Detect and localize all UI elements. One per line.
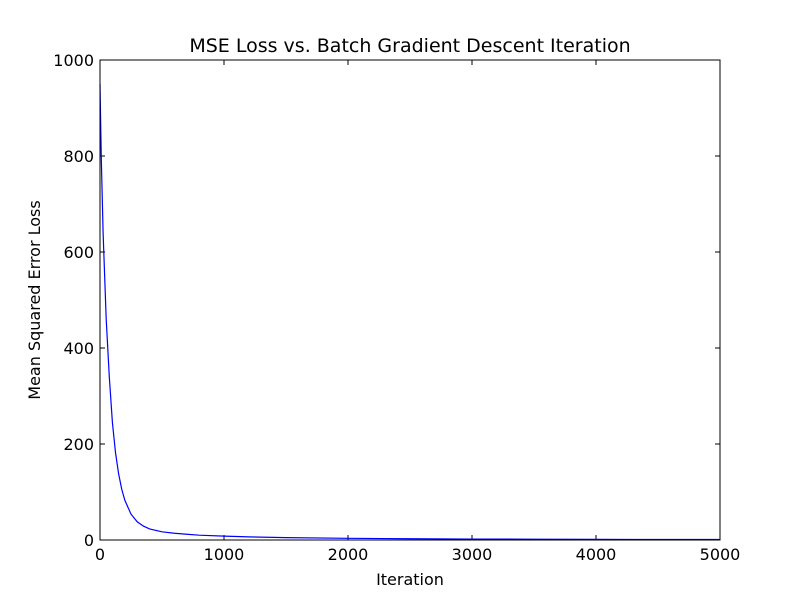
y-tick-label: 200: [63, 435, 94, 454]
y-tick-label: 400: [63, 339, 94, 358]
ticks: 0 1000 2000 3000 4000 5000 0 200 400 600 800 1000: [53, 51, 740, 564]
x-tick-label: 5000: [700, 545, 741, 564]
x-axis-label: Iteration: [376, 570, 444, 589]
series-layer: [99, 83, 721, 541]
x-tick-label: 4000: [576, 545, 617, 564]
y-tick-label: 0: [84, 531, 94, 550]
y-axis-label: Mean Squared Error Loss: [25, 200, 44, 399]
plot-frame: [99, 59, 721, 541]
x-tick-label: 3000: [452, 545, 493, 564]
chart-title: MSE Loss vs. Batch Gradient Descent Iter…: [189, 35, 630, 57]
series-line: [99, 83, 721, 541]
y-tick-label: 1000: [53, 51, 94, 70]
y-tick-label: 800: [63, 147, 94, 166]
x-tick-label: 1000: [204, 545, 245, 564]
x-tick-label: 2000: [328, 545, 369, 564]
y-tick-label: 600: [63, 243, 94, 262]
x-tick-label: 0: [95, 545, 105, 564]
